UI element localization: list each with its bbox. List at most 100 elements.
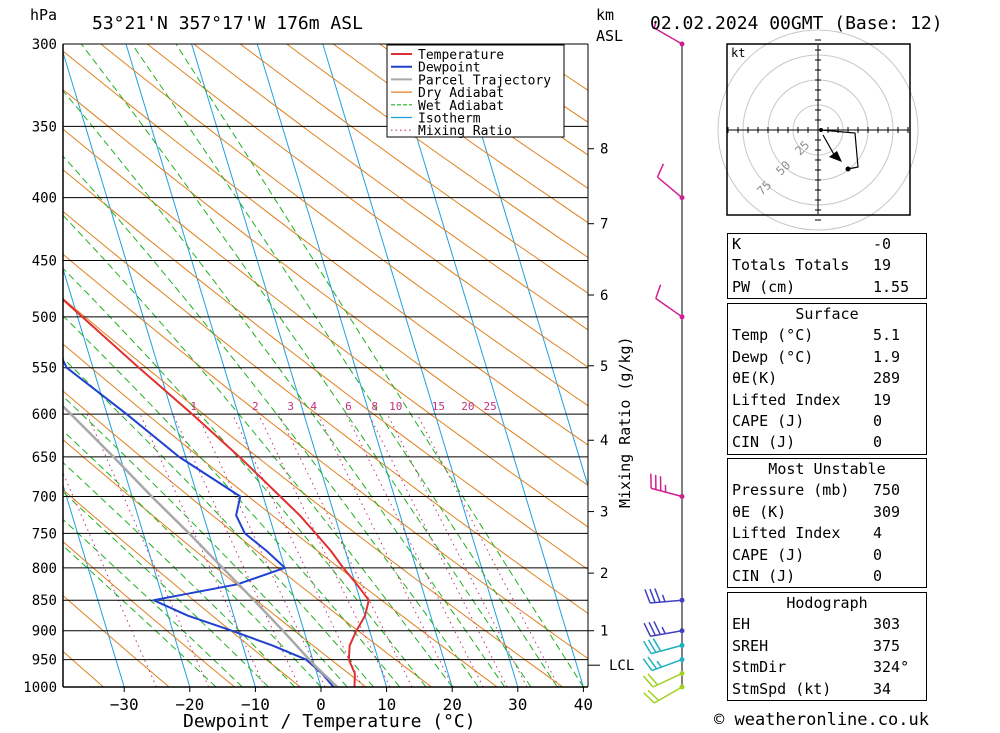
height-tick-label: 5 xyxy=(600,359,608,375)
mixing-ratio-line xyxy=(386,413,528,687)
hodograph-trace xyxy=(820,129,859,170)
sreh-value: 375 xyxy=(873,636,901,655)
stmspd-value: 34 xyxy=(873,679,892,698)
most-unstable-title: Most Unstable xyxy=(768,460,886,478)
k-index-value: -0 xyxy=(873,235,892,253)
mixing-ratio-line xyxy=(368,413,508,687)
wind-level-dot xyxy=(679,41,685,47)
surface-theta-label: θE(K) xyxy=(732,369,778,388)
wind-barb-shaft xyxy=(651,658,683,672)
wind-barb-feather xyxy=(656,163,665,178)
wind-barb-shaft xyxy=(657,176,683,199)
wind-level-dot xyxy=(679,657,685,663)
wind-barb-feather xyxy=(647,673,659,686)
height-tick-label: 4 xyxy=(600,433,608,449)
mixing-ratio-label: 10 xyxy=(389,400,402,413)
isotherm-line xyxy=(256,44,453,687)
pressure-tick-label: 650 xyxy=(32,450,57,466)
wind-barb-feather xyxy=(648,621,657,636)
wind-barb-feather xyxy=(642,658,653,671)
dewpoint-series xyxy=(63,357,335,687)
legend-label: Wet Adiabat xyxy=(418,99,504,114)
wind-level-dot xyxy=(679,494,685,500)
indices-panel: K -0 Totals Totals 19 PW (cm) 1.55 xyxy=(727,233,927,300)
height-tick-label: 3 xyxy=(600,505,608,521)
wind-barb-shaft xyxy=(652,672,683,688)
mixing-ratio-line xyxy=(139,413,266,687)
surface-panel: Surface Temp (°C) 5.1 Dewp (°C) 1.9 θE(K) 2… xyxy=(727,303,927,455)
x-tick-label: 20 xyxy=(443,695,462,714)
wind-barb-feather xyxy=(647,639,657,653)
isotherm-line xyxy=(63,483,125,687)
x-tick-label: 40 xyxy=(574,695,593,714)
isotherm-line xyxy=(63,50,256,687)
hodograph-unit: kt xyxy=(731,46,745,60)
x-tick-label: 0 xyxy=(316,695,326,714)
mixing-ratio-line xyxy=(86,413,210,687)
pw-label: PW (cm) xyxy=(732,277,796,296)
wind-level-dot xyxy=(679,597,685,603)
wind-barb-shaft xyxy=(650,644,683,655)
x-tick-label: −20 xyxy=(175,695,204,714)
wet-adiabat-line xyxy=(175,44,584,687)
surface-li-label: Lifted Index xyxy=(732,390,841,409)
dry-adiabat-line xyxy=(63,594,170,687)
wind-barb-shaft xyxy=(655,297,683,318)
most-unstable-panel: Most Unstable Pressure (mb) 750 θE (K) 309… xyxy=(727,458,927,589)
mu-li-label: Lifted Index xyxy=(732,524,841,543)
dry-adiabat-line xyxy=(100,44,588,407)
mu-theta-label: θE (K) xyxy=(732,502,787,521)
pressure-tick-label: 350 xyxy=(32,119,57,135)
temperature-series xyxy=(63,298,370,687)
stmdir-label: StmDir xyxy=(732,658,787,677)
wind-barb-feather xyxy=(655,284,662,299)
mixing-ratio-label: 1 xyxy=(190,400,197,413)
hodograph-table-panel: Hodograph EH 303 SREH 375 StmDir 324° StmSp… xyxy=(727,592,927,701)
lcl-label: LCL xyxy=(609,658,634,674)
legend-label: Dry Adiabat xyxy=(418,86,504,101)
pressure-tick-label: 600 xyxy=(32,407,57,423)
parcel-trajectory-series xyxy=(63,404,339,687)
wind-level-dot xyxy=(679,684,685,690)
mu-li-value: 4 xyxy=(873,524,883,543)
wind-level-dot xyxy=(679,195,685,201)
mu-pressure-value: 750 xyxy=(873,481,901,500)
copyright-text: © weatheronline.co.uk xyxy=(714,710,929,730)
wind-barb-shaft xyxy=(650,487,683,498)
pressure-tick-label: 550 xyxy=(32,361,57,377)
legend-label: Mixing Ratio xyxy=(418,124,512,139)
pressure-unit: hPa xyxy=(30,6,57,24)
profiles xyxy=(63,298,370,687)
wind-barb-half-feather xyxy=(653,20,657,29)
hodograph-ring xyxy=(717,29,919,231)
asl-label: ASL xyxy=(596,27,623,45)
x-tick-label: 30 xyxy=(508,695,527,714)
totals-totals-value: 19 xyxy=(873,256,892,275)
dry-adiabat-line xyxy=(63,50,588,446)
x-tick-label: −30 xyxy=(110,695,139,714)
isotherm-line xyxy=(387,44,584,687)
wind-level-dot xyxy=(679,642,685,648)
mu-cape-label: CAPE (J) xyxy=(732,545,805,564)
surface-theta-value: 289 xyxy=(873,369,901,388)
mu-pressure-label: Pressure (mb) xyxy=(732,481,850,500)
surface-dewp-label: Dewp (°C) xyxy=(732,347,814,366)
mixing-ratio-label: 20 xyxy=(461,400,474,413)
height-tick-label: 7 xyxy=(600,217,608,233)
axes: −30 −20 −10 0 10 20 30 40 1 2 3 4 5 6 7 8 LCL 1 2 3 4 6 8 10 15 2… xyxy=(62,44,634,714)
dry-adiabat-line xyxy=(146,44,588,368)
hodograph-frame xyxy=(726,43,911,216)
dry-adiabat-line xyxy=(193,44,588,331)
surface-dewp-value: 1.9 xyxy=(873,347,901,366)
location-title: 53°21'N 357°17'W 176m ASL xyxy=(92,13,363,34)
wind-barb-feather xyxy=(643,692,655,704)
dry-adiabat-line xyxy=(63,297,563,687)
pressure-tick-label: 750 xyxy=(32,526,57,542)
wind-barb-half-feather xyxy=(661,626,666,635)
height-tick-label: 6 xyxy=(600,288,608,304)
wet-adiabat-line xyxy=(131,44,558,687)
wind-barbs xyxy=(642,20,685,704)
mixing-ratio-label: 2 xyxy=(252,400,259,413)
surface-cin-value: 0 xyxy=(873,433,883,452)
